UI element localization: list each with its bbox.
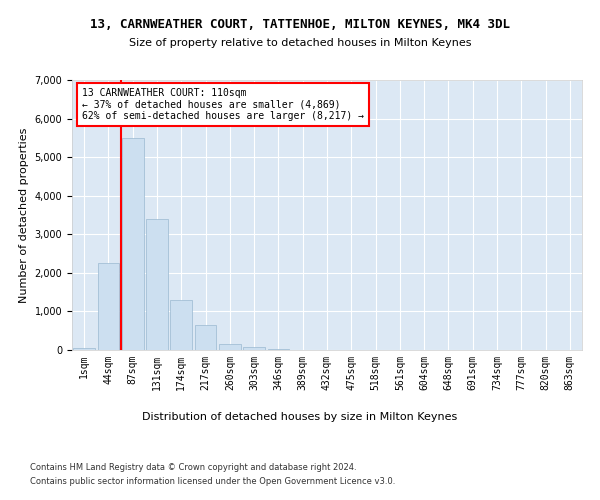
- Bar: [146, 219, 168, 350]
- Text: Contains HM Land Registry data © Crown copyright and database right 2024.: Contains HM Land Registry data © Crown c…: [30, 462, 356, 471]
- Bar: [243, 347, 265, 350]
- Bar: [73, 348, 95, 350]
- Bar: [122, 138, 143, 350]
- Bar: [194, 325, 217, 350]
- Bar: [268, 349, 289, 350]
- Text: Distribution of detached houses by size in Milton Keynes: Distribution of detached houses by size …: [142, 412, 458, 422]
- Bar: [97, 263, 119, 350]
- Text: 13, CARNWEATHER COURT, TATTENHOE, MILTON KEYNES, MK4 3DL: 13, CARNWEATHER COURT, TATTENHOE, MILTON…: [90, 18, 510, 30]
- Bar: [219, 344, 241, 350]
- Text: Size of property relative to detached houses in Milton Keynes: Size of property relative to detached ho…: [129, 38, 471, 48]
- Text: 13 CARNWEATHER COURT: 110sqm
← 37% of detached houses are smaller (4,869)
62% of: 13 CARNWEATHER COURT: 110sqm ← 37% of de…: [82, 88, 364, 122]
- Text: Contains public sector information licensed under the Open Government Licence v3: Contains public sector information licen…: [30, 478, 395, 486]
- Bar: [170, 300, 192, 350]
- Y-axis label: Number of detached properties: Number of detached properties: [19, 128, 29, 302]
